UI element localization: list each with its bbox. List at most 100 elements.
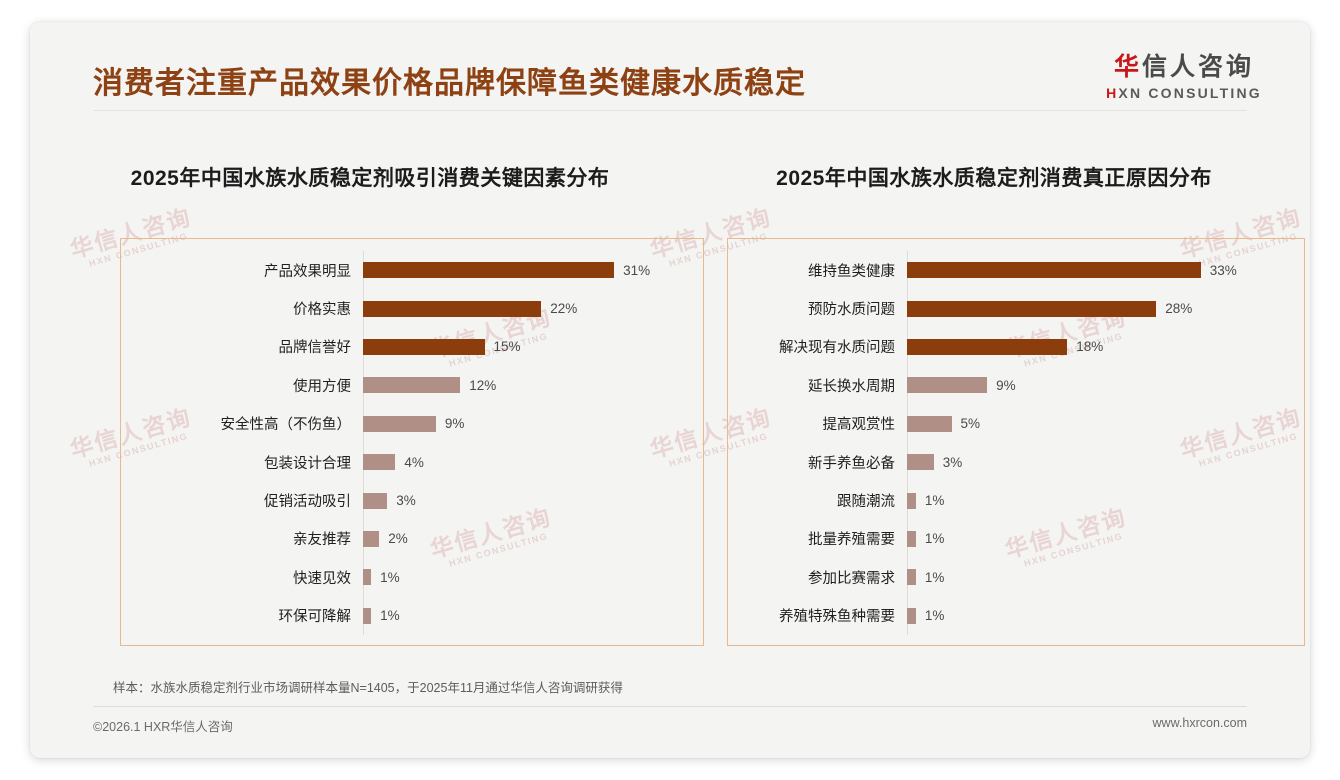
bar-value-label: 1% [380, 569, 400, 585]
bar-container: 9% [363, 415, 703, 432]
bar [907, 607, 916, 624]
bar-category-label: 促销活动吸引 [264, 494, 351, 511]
bar-category-label: 批量养殖需要 [808, 532, 895, 549]
bar-value-label: 18% [1076, 339, 1104, 355]
bar [907, 454, 934, 471]
bar-category-label: 预防水质问题 [808, 302, 895, 319]
bar-row: 品牌信誉好 15% [121, 334, 703, 360]
logo-english-text: HXN CONSULTING [1094, 85, 1274, 101]
bar-row: 促销活动吸引 3% [121, 488, 703, 514]
plot-area-left: 产品效果明显 31% 价格实惠 22% 品牌信誉好 15% 使用方便 12% 安全性高（不伤鱼）… [121, 239, 703, 645]
bar-container: 5% [907, 415, 1304, 432]
bar [907, 415, 952, 432]
page-title: 消费者注重产品效果价格品牌保障鱼类健康水质稳定 [93, 67, 806, 100]
bar-value-label: 1% [380, 608, 400, 624]
bar-row: 参加比赛需求 1% [728, 564, 1304, 590]
chart-panel-right: 维持鱼类健康 33% 预防水质问题 28% 解决现有水质问题 18% 延长换水周期 9% 提高观… [727, 238, 1305, 646]
bar-container: 15% [363, 338, 703, 355]
bar-container: 1% [363, 607, 703, 624]
bar-category-label: 使用方便 [293, 378, 351, 395]
bar [363, 377, 461, 394]
bar [907, 300, 1157, 317]
footer-website: www.hxrcon.com [1152, 716, 1247, 730]
bar-category-label: 养殖特殊鱼种需要 [779, 609, 895, 626]
bar-value-label: 33% [1209, 262, 1237, 278]
sample-note: 样本：水族水质稳定剂行业市场调研样本量N=1405，于2025年11月通过华信人… [113, 681, 623, 695]
bar-category-label: 参加比赛需求 [808, 570, 895, 587]
bar-value-label: 1% [924, 569, 945, 585]
bar-category-label: 新手养鱼必备 [808, 455, 895, 472]
bar-value-label: 3% [942, 454, 963, 470]
bar-row: 养殖特殊鱼种需要 1% [728, 603, 1304, 629]
bar-value-label: 1% [924, 608, 945, 624]
bar-container: 4% [363, 454, 703, 471]
bar-container: 3% [907, 454, 1304, 471]
footer-divider [93, 706, 1247, 707]
bar [907, 492, 916, 509]
bar-category-label: 包装设计合理 [264, 455, 351, 472]
bar-category-label: 品牌信誉好 [278, 340, 352, 357]
bar-container: 3% [363, 492, 703, 509]
bar [907, 262, 1201, 279]
bar-container: 18% [907, 338, 1304, 355]
y-axis-line-right [907, 251, 908, 635]
bar-category-label: 安全性高（不伤鱼） [220, 417, 352, 434]
bar-container: 2% [363, 530, 703, 547]
bar-value-label: 15% [493, 339, 521, 355]
bar-value-label: 9% [444, 416, 465, 432]
bar-category-label: 延长换水周期 [808, 378, 895, 395]
bar-container: 31% [363, 262, 703, 279]
bar-value-label: 22% [550, 301, 578, 317]
bar-value-label: 28% [1165, 301, 1193, 317]
bar-row: 维持鱼类健康 33% [728, 257, 1304, 283]
plot-area-right: 维持鱼类健康 33% 预防水质问题 28% 解决现有水质问题 18% 延长换水周期 9% 提高观… [728, 239, 1304, 645]
bar-row: 产品效果明显 31% [121, 257, 703, 283]
bar [363, 262, 615, 279]
bar-value-label: 4% [404, 454, 424, 470]
bar-container: 1% [363, 569, 703, 586]
logo-en-accent-char: H [1106, 84, 1119, 101]
bar [363, 607, 372, 624]
bar-rows-right: 维持鱼类健康 33% 预防水质问题 28% 解决现有水质问题 18% 延长换水周期 9% 提高观… [728, 251, 1304, 635]
bar-value-label: 9% [996, 377, 1016, 393]
bar-row: 使用方便 12% [121, 372, 703, 398]
bar [363, 415, 436, 432]
bar-container: 9% [907, 377, 1304, 394]
bar-container: 28% [907, 300, 1304, 317]
bar-container: 1% [907, 530, 1304, 547]
bar-value-label: 1% [924, 493, 945, 509]
bar [907, 377, 988, 394]
bar [907, 569, 916, 586]
bar-row: 亲友推荐 2% [121, 526, 703, 552]
bar-row: 新手养鱼必备 3% [728, 449, 1304, 475]
title-divider [93, 110, 1247, 111]
bar-row: 批量养殖需要 1% [728, 526, 1304, 552]
bar [363, 569, 372, 586]
bar-category-label: 亲友推荐 [293, 532, 351, 549]
bar [363, 530, 380, 547]
bar-row: 安全性高（不伤鱼） 9% [121, 411, 703, 437]
bar-category-label: 价格实惠 [293, 302, 351, 319]
bar-rows-left: 产品效果明显 31% 价格实惠 22% 品牌信誉好 15% 使用方便 12% 安全性高（不伤鱼）… [121, 251, 703, 635]
y-axis-line-left [363, 251, 364, 635]
chart-block-right: 2025年中国水族水质稳定剂消费真正原因分布 维持鱼类健康 33% 预防水质问题 28… [697, 162, 1305, 646]
bar-row: 环保可降解 1% [121, 603, 703, 629]
logo-rest-chars: 信人咨询 [1142, 53, 1255, 81]
bar-row: 延长换水周期 9% [728, 372, 1304, 398]
chart-title-right: 2025年中国水族水质稳定剂消费真正原因分布 [776, 167, 1212, 190]
company-logo: 华信人咨询 HXN CONSULTING [1094, 53, 1274, 101]
bar-row: 快速见效 1% [121, 564, 703, 590]
chart-panel-left: 产品效果明显 31% 价格实惠 22% 品牌信誉好 15% 使用方便 12% 安全性高（不伤鱼）… [120, 238, 704, 646]
logo-accent-char: 华 [1113, 53, 1142, 81]
bar [363, 454, 396, 471]
slide-card: 华信人咨询 HXN CONSULTING 华信人咨询 HXN CONSULTING 华信… [30, 22, 1310, 758]
bar-category-label: 快速见效 [293, 570, 351, 587]
bar-container: 1% [907, 607, 1304, 624]
chart-title-left: 2025年中国水族水质稳定剂吸引消费关键因素分布 [130, 167, 610, 190]
bar-container: 1% [907, 492, 1304, 509]
bar-category-label: 解决现有水质问题 [779, 340, 895, 357]
bar-container: 33% [907, 262, 1304, 279]
bar-category-label: 提高观赏性 [822, 417, 896, 434]
bar-row: 提高观赏性 5% [728, 411, 1304, 437]
logo-en-rest: XN CONSULTING [1118, 84, 1262, 101]
